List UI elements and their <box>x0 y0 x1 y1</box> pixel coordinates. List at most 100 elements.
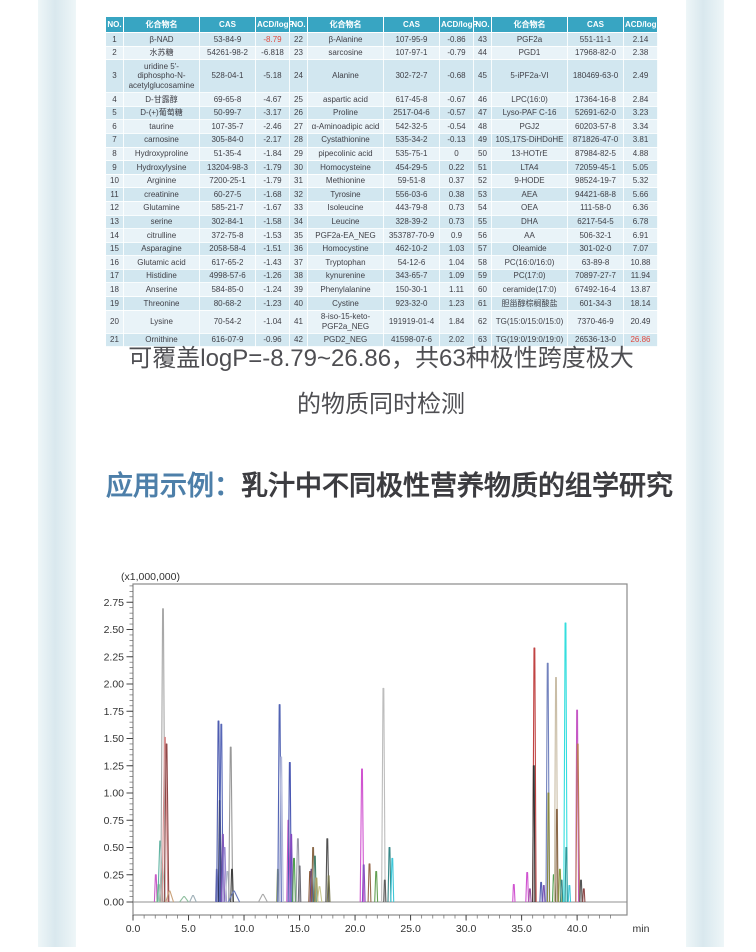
plot-frame <box>132 583 628 916</box>
logp-cell: -6.818 <box>255 45 290 61</box>
no-cell: 11 <box>105 187 124 202</box>
table-row: 21 Ornithine 616-07-9 -0.96 42 PGD2_NEG 41598-… <box>105 332 658 348</box>
logp-cell: -2.46 <box>255 119 290 134</box>
chromatogram-peak <box>546 792 551 903</box>
no-cell: 46 <box>473 92 492 107</box>
chromatogram-peak <box>563 622 568 903</box>
application-heading-text: 乳汁中不同极性营养物质的组学研究 <box>241 471 673 501</box>
chromatogram-peak <box>218 723 224 903</box>
no-cell: 54 <box>473 200 492 216</box>
chromatogram-peak <box>528 888 532 903</box>
cas-cell: 107-35-7 <box>199 119 256 134</box>
name-cell: β-NAD <box>123 32 200 47</box>
logp-cell: -1.79 <box>255 160 290 175</box>
name-cell: serine <box>123 214 200 230</box>
no-cell: 60 <box>473 282 492 298</box>
no-cell: 62 <box>473 309 492 334</box>
name-cell: TG(15:0/15:0/15:0) <box>491 309 568 334</box>
cas-cell: 54-12-6 <box>383 255 440 270</box>
chromatogram-peak <box>381 687 386 903</box>
table-row: 3 uridine 5'-diphospho-N-acetylglucosamin… <box>105 59 658 94</box>
chromatogram-peak <box>567 885 572 903</box>
table-row: 18 Anserine 584-85-0 -1.24 39 Phenylalanine 15… <box>105 282 658 298</box>
name-cell: carnosine <box>123 132 200 148</box>
name-cell: Hydroxyproline <box>123 146 200 162</box>
logp-cell: -8.79 <box>255 32 290 47</box>
no-cell: 4 <box>105 92 124 107</box>
name-cell: Alanine <box>307 59 384 94</box>
chromatogram-peak <box>163 743 170 903</box>
no-cell: 43 <box>473 32 492 47</box>
cas-cell: 551-11-1 <box>567 32 624 47</box>
chromatogram-peak <box>359 768 365 903</box>
x-tick-label: 30.0 <box>456 923 477 935</box>
y-tick-label: 2.50 <box>104 624 125 636</box>
logp-cell: -0.67 <box>439 92 474 107</box>
no-cell: 29 <box>289 146 308 162</box>
name-cell: citrulline <box>123 228 200 243</box>
logp-cell: -0.68 <box>439 59 474 94</box>
logp-cell: -4.67 <box>255 92 290 107</box>
no-cell: 39 <box>289 282 308 298</box>
chromatogram-peak <box>582 888 586 903</box>
name-cell: Histidine <box>123 268 200 284</box>
cas-cell: 343-65-7 <box>383 268 440 284</box>
logp-cell: 6.78 <box>623 214 658 230</box>
no-cell: 2 <box>105 45 124 61</box>
y-tick-label: 2.25 <box>104 651 125 663</box>
no-cell: 20 <box>105 309 124 334</box>
y-tick-label: 1.00 <box>104 788 125 800</box>
no-cell: 27 <box>289 119 308 134</box>
no-cell: 36 <box>289 241 308 257</box>
logp-cell: 6.36 <box>623 200 658 216</box>
x-tick-label: 0.0 <box>126 923 141 935</box>
logp-cell: 0.37 <box>439 173 474 189</box>
no-cell: 37 <box>289 255 308 270</box>
no-cell: 61 <box>473 296 492 311</box>
cas-cell: 2517-04-6 <box>383 105 440 121</box>
coverage-statement: 可覆盖logP=-8.79~26.86，共63种极性跨度极大 的物质同时检测 <box>76 336 686 428</box>
name-cell: Glutamine <box>123 200 200 216</box>
col-header-cas: CAS <box>383 15 440 34</box>
y-tick-label: 0.25 <box>104 869 125 881</box>
cas-cell: 54261-98-2 <box>199 45 256 61</box>
chromatogram-peak <box>545 662 550 903</box>
header-row: NO. 化合物名 CAS ACD/logP NO. 化合物名 CAS ACD/logP NO. 化… <box>105 15 662 34</box>
cas-cell: 87984-82-5 <box>567 146 624 162</box>
no-cell: 26 <box>289 105 308 121</box>
chromatogram-peak <box>153 874 158 903</box>
logp-cell: 0 <box>439 146 474 162</box>
logp-cell: -1.58 <box>255 214 290 230</box>
logp-cell: -0.96 <box>255 332 290 348</box>
no-cell: 15 <box>105 241 124 257</box>
name-cell: uridine 5'-diphospho-N-acetylglucosamine <box>123 59 200 94</box>
table-row: 6 taurine 107-35-7 -2.46 27 α-Aminoadipic aci… <box>105 119 658 134</box>
name-cell: OEA <box>491 200 568 216</box>
logp-cell: 2.84 <box>623 92 658 107</box>
cas-cell: 2058-58-4 <box>199 241 256 257</box>
logp-cell: 1.04 <box>439 255 474 270</box>
y-tick-label: 0.50 <box>104 842 125 854</box>
name-cell: Anserine <box>123 282 200 298</box>
cas-cell: 617-45-8 <box>383 92 440 107</box>
logp-cell: -2.17 <box>255 132 290 148</box>
name-cell: Asparagine <box>123 241 200 257</box>
no-cell: 14 <box>105 228 124 243</box>
table-row: 16 Glutamic acid 617-65-2 -1.43 37 Tryptophan… <box>105 255 658 270</box>
chromatogram-peak <box>228 890 241 903</box>
cas-cell: 617-65-2 <box>199 255 256 270</box>
logp-cell: 0.9 <box>439 228 474 243</box>
name-cell: α-Aminoadipic acid <box>307 119 384 134</box>
no-cell: 58 <box>473 255 492 270</box>
chromatogram-peak <box>179 896 189 903</box>
name-cell: PGD2_NEG <box>307 332 384 348</box>
application-heading: 应用示例：乳汁中不同极性营养物质的组学研究 <box>106 462 674 510</box>
no-cell: 31 <box>289 173 308 189</box>
chromatogram-peak <box>559 879 564 903</box>
no-cell: 49 <box>473 132 492 148</box>
logp-cell: 3.23 <box>623 105 658 121</box>
name-cell: β-Alanine <box>307 32 384 47</box>
logp-cell: 26.86 <box>623 332 658 348</box>
name-cell: Ornithine <box>123 332 200 348</box>
name-cell: Lysine <box>123 309 200 334</box>
